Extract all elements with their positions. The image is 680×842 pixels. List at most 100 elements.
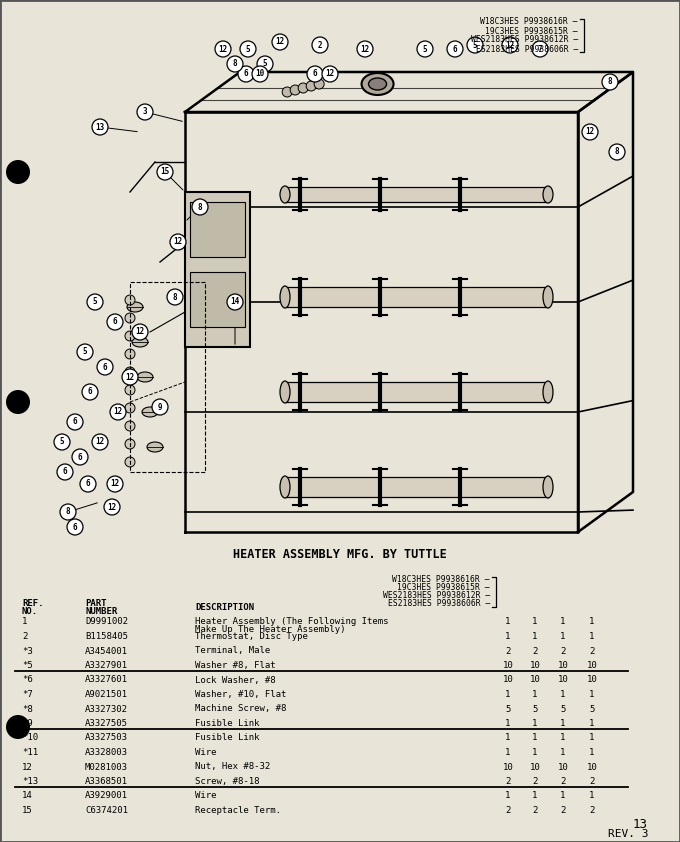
Text: 1: 1 [532, 719, 538, 728]
Text: Machine Screw, #8: Machine Screw, #8 [195, 705, 286, 713]
Text: Make Up The Heater Assembly): Make Up The Heater Assembly) [195, 625, 345, 633]
Text: A3327505: A3327505 [85, 719, 128, 728]
Text: 6: 6 [63, 467, 67, 477]
Circle shape [252, 66, 268, 82]
Text: 10: 10 [256, 70, 265, 78]
Ellipse shape [280, 286, 290, 308]
Circle shape [157, 164, 173, 180]
Text: 2: 2 [532, 647, 538, 656]
Text: 12: 12 [173, 237, 183, 247]
Ellipse shape [543, 286, 553, 308]
Text: Wire: Wire [195, 791, 216, 801]
Ellipse shape [543, 186, 553, 203]
Ellipse shape [132, 337, 148, 347]
Text: 1: 1 [590, 791, 595, 801]
Text: 1: 1 [532, 690, 538, 699]
Circle shape [152, 399, 168, 415]
Circle shape [54, 434, 70, 450]
Text: 1: 1 [505, 791, 511, 801]
Text: 10: 10 [558, 661, 568, 670]
Circle shape [582, 124, 598, 140]
Bar [285, 382, 548, 402]
Text: 12: 12 [585, 127, 594, 136]
Text: 1: 1 [560, 733, 566, 743]
Text: 10: 10 [503, 661, 513, 670]
Text: 12: 12 [505, 40, 515, 50]
Bar [285, 187, 548, 202]
Circle shape [125, 385, 135, 395]
Text: REV. 3: REV. 3 [607, 829, 648, 839]
Circle shape [97, 359, 113, 375]
Text: 1: 1 [532, 791, 538, 801]
Text: 1: 1 [532, 733, 538, 743]
Circle shape [312, 37, 328, 53]
Circle shape [532, 41, 548, 57]
Text: 5: 5 [92, 297, 97, 306]
Circle shape [238, 66, 254, 82]
Text: 5: 5 [262, 60, 267, 68]
Text: 2: 2 [532, 777, 538, 786]
Text: *7: *7 [22, 690, 33, 699]
Text: 1: 1 [505, 690, 511, 699]
Text: Washer, #10, Flat: Washer, #10, Flat [195, 690, 286, 699]
Text: *6: *6 [22, 675, 33, 685]
Text: A3327601: A3327601 [85, 675, 128, 685]
Circle shape [77, 344, 93, 360]
Text: WES2183HES P9938612R —: WES2183HES P9938612R — [383, 591, 490, 600]
Text: 9: 9 [158, 402, 163, 412]
Text: 2: 2 [560, 777, 566, 786]
Text: 19C3HES P9938615R —: 19C3HES P9938615R — [397, 584, 490, 593]
Text: 3: 3 [143, 108, 148, 116]
Text: 10: 10 [503, 675, 513, 685]
Circle shape [298, 83, 308, 93]
Text: 12: 12 [95, 438, 105, 446]
Circle shape [110, 404, 126, 420]
Text: 6: 6 [243, 70, 248, 78]
Text: 1: 1 [590, 617, 595, 626]
Text: 6: 6 [73, 523, 78, 531]
Text: 1: 1 [532, 632, 538, 641]
Text: NUMBER: NUMBER [85, 606, 117, 616]
Circle shape [57, 464, 73, 480]
Circle shape [125, 439, 135, 449]
Circle shape [282, 87, 292, 97]
Text: 12: 12 [218, 45, 228, 54]
Text: 2: 2 [22, 632, 27, 641]
Text: A3328003: A3328003 [85, 748, 128, 757]
Text: 10: 10 [530, 763, 541, 771]
Text: 5: 5 [473, 40, 477, 50]
Circle shape [314, 79, 324, 89]
Ellipse shape [543, 381, 553, 403]
Circle shape [92, 434, 108, 450]
Text: A3929001: A3929001 [85, 791, 128, 801]
Ellipse shape [280, 476, 290, 498]
Circle shape [322, 66, 338, 82]
Text: 2: 2 [505, 647, 511, 656]
Circle shape [467, 37, 483, 53]
Circle shape [125, 403, 135, 413]
Circle shape [125, 313, 135, 323]
Text: 6: 6 [103, 363, 107, 371]
Circle shape [6, 390, 30, 414]
Text: 12: 12 [114, 408, 122, 417]
Circle shape [306, 81, 316, 91]
Text: 10: 10 [587, 675, 597, 685]
Text: 6: 6 [113, 317, 118, 327]
Text: 2: 2 [560, 806, 566, 815]
Circle shape [192, 199, 208, 215]
Text: W18C3HES P9938616R —: W18C3HES P9938616R — [392, 575, 490, 584]
Text: A3327503: A3327503 [85, 733, 128, 743]
Text: 14: 14 [231, 297, 239, 306]
Text: 8: 8 [173, 292, 177, 301]
Circle shape [609, 144, 625, 160]
Text: 1: 1 [22, 617, 27, 626]
Circle shape [107, 314, 123, 330]
Text: *8: *8 [22, 705, 33, 713]
Text: 13: 13 [633, 818, 648, 830]
Text: 5: 5 [532, 705, 538, 713]
Text: Fusible Link: Fusible Link [195, 719, 260, 728]
Ellipse shape [137, 372, 153, 382]
Text: Receptacle Term.: Receptacle Term. [195, 806, 281, 815]
Text: *10: *10 [22, 733, 38, 743]
Ellipse shape [280, 186, 290, 203]
